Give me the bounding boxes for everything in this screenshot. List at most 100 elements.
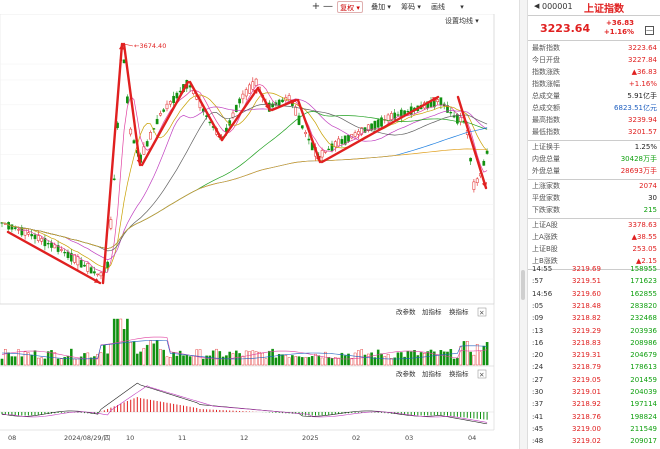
candle-body (446, 105, 449, 113)
volume-bar (376, 349, 380, 366)
candle-body (86, 263, 90, 272)
candle-body (330, 143, 334, 151)
stat-row: 上证A股 3378.63 (528, 220, 660, 231)
tick-volume: 198824 (630, 412, 657, 421)
candle-body (340, 139, 344, 144)
tick-time: :20 (532, 351, 544, 360)
x-tick-label: 12 (240, 434, 248, 442)
chart-toolbar: + — 复权 ▾ 叠加 ▾ 筹码 ▾ 画线 ▾ (0, 0, 496, 14)
volume-bar (310, 356, 314, 366)
candle-body (386, 114, 390, 122)
stat-row: 下跌家数 215 (528, 205, 660, 216)
volume-bar (380, 353, 383, 366)
zoom-out-button[interactable]: — (323, 1, 333, 12)
change-percent: +1.16% (603, 28, 634, 36)
overlay-dropdown[interactable]: 叠加 ▾ (371, 3, 391, 11)
candle-body (287, 95, 291, 100)
trend-arrow (101, 42, 124, 285)
candle-body (60, 249, 63, 251)
tick-row: :30 3219.01 204039 (528, 387, 660, 398)
candle-body (241, 93, 245, 100)
volume-bar (162, 349, 166, 366)
scrollbar-thumb[interactable] (521, 270, 525, 300)
candle-body (36, 235, 40, 241)
volume-bar (56, 358, 60, 366)
volume-bar (330, 358, 334, 366)
x-tick-label: 08 (8, 434, 16, 442)
moving-average-line (1, 103, 488, 252)
candle-body (294, 106, 298, 116)
stat-value: 28693万手 (620, 167, 657, 175)
tick-price: 3219.31 (572, 351, 601, 360)
volume-bar (109, 343, 113, 366)
collapse-button[interactable]: — (645, 26, 654, 35)
tick-time: :09 (532, 314, 544, 323)
stat-label: 上证A股 (532, 221, 558, 229)
candle-body (155, 118, 159, 125)
volume-bar (89, 357, 93, 366)
candle-body (277, 99, 281, 106)
stat-label: 指数涨幅 (532, 80, 560, 88)
candle-body (380, 117, 383, 127)
stat-label: 内盘总量 (532, 155, 560, 163)
scrollbar[interactable] (519, 0, 527, 449)
tick-volume: 232468 (630, 314, 657, 323)
x-tick-label: 03 (405, 434, 413, 442)
moving-average-line (1, 98, 488, 261)
stat-value: ▲2.15 (636, 257, 657, 265)
tick-volume: 203936 (630, 326, 657, 335)
volume-bar (469, 351, 472, 366)
volume-bar (485, 342, 489, 366)
trend-arrow-head (183, 82, 188, 88)
draw-line-button[interactable]: 画线 (431, 3, 445, 11)
volume-bar (172, 352, 175, 366)
candle-body (304, 132, 307, 135)
volume-bar (439, 350, 443, 366)
volume-bar (244, 350, 248, 366)
volume-bar (363, 354, 367, 366)
volume-bar (43, 358, 47, 366)
tick-price: 3218.82 (572, 314, 601, 323)
volume-bar (291, 355, 294, 366)
tick-row: 14:56 3219.60 162855 (528, 289, 660, 300)
nav-arrow-icon[interactable]: ◀ (534, 2, 540, 10)
candle-body (129, 128, 133, 135)
tick-price: 3219.51 (572, 277, 601, 286)
x-tick-label: 04 (468, 434, 476, 442)
ma-setting-link[interactable]: 设置均线 ▾ (445, 17, 479, 25)
volume-bar (165, 356, 169, 366)
kline-chart[interactable]: 3564.263500.003400.003300.003200.003100.… (0, 0, 496, 449)
candle-body (76, 256, 80, 266)
tick-row: :24 3218.79 178613 (528, 362, 660, 373)
candle-body (43, 238, 47, 247)
stat-label: 上证换手 (532, 143, 560, 151)
stat-value: 3227.84 (628, 56, 657, 64)
trend-arrow-head (432, 97, 438, 102)
tick-price: 3219.01 (572, 388, 601, 396)
x-tick-label: 2024/08/29/四 (64, 434, 110, 442)
volume-bar (79, 356, 83, 366)
candle-body (347, 134, 350, 142)
tick-time: 14:55 (532, 265, 553, 273)
candle-body (122, 59, 126, 64)
more-dropdown[interactable]: ▾ (460, 3, 464, 11)
chip-dropdown[interactable]: 筹码 ▾ (401, 3, 421, 11)
volume-bar (152, 343, 156, 366)
zoom-in-button[interactable]: + (311, 1, 321, 12)
tick-row: 14:55 3219.69 158955 (528, 264, 660, 275)
trend-arrow (220, 86, 260, 142)
volume-close-button (477, 307, 487, 317)
stat-value: ▲38.55 (631, 233, 657, 241)
divider (528, 218, 660, 219)
candle-body (238, 98, 241, 104)
high-annotation-line (123, 43, 134, 47)
volume-bar (99, 352, 103, 366)
fuquan-dropdown[interactable]: 复权 ▾ (337, 1, 363, 13)
candle-body (93, 271, 96, 274)
volume-bar (93, 356, 96, 366)
candle-body (459, 117, 463, 123)
stat-value: 3239.94 (628, 116, 657, 124)
candle-body (46, 243, 50, 245)
volume-bar (475, 344, 479, 366)
volume-bar (188, 356, 192, 366)
